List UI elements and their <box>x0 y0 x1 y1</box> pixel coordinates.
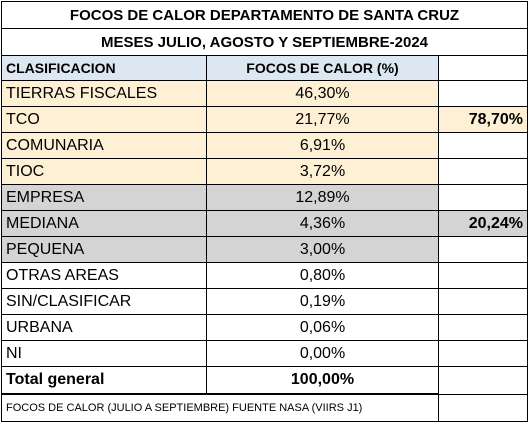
side-empty-cell <box>437 158 528 185</box>
row-label: MEDIANA <box>1 210 207 237</box>
row-label: TCO <box>1 106 207 133</box>
table-row: MEDIANA 4,36% 20,24% <box>1 210 528 237</box>
table-subtitle: MESES JULIO, AGOSTO Y SEPTIEMBRE-2024 <box>0 28 528 56</box>
side-empty-cell <box>437 184 528 211</box>
side-empty-cell <box>437 288 528 315</box>
table-row: OTRAS AREAS 0,80% <box>1 262 528 289</box>
row-label: EMPRESA <box>1 184 207 211</box>
row-label: PEQUENA <box>1 236 207 263</box>
row-label: COMUNARIA <box>1 132 207 159</box>
row-label: TIOC <box>1 158 207 185</box>
table-row: COMUNARIA 6,91% <box>1 132 528 159</box>
title-row-1: FOCOS DE CALOR DEPARTAMENTO DE SANTA CRU… <box>0 1 528 29</box>
side-empty-cell <box>437 340 528 367</box>
table-row: SIN/CLASIFICAR 0,19% <box>1 288 528 315</box>
footer-note: FOCOS DE CALOR (JULIO A SEPTIEMBRE) FUEN… <box>1 393 439 422</box>
subtotal-gray: 20,24% <box>437 210 528 237</box>
table-row: TCO 21,77% 78,70% <box>1 106 528 133</box>
row-value: 46,30% <box>206 80 439 107</box>
title-row-2: MESES JULIO, AGOSTO Y SEPTIEMBRE-2024 <box>0 28 528 56</box>
row-label: NI <box>1 340 207 367</box>
row-value: 3,00% <box>206 236 439 263</box>
table-row: TIERRAS FISCALES 46,30% <box>1 80 528 107</box>
header-empty-cell <box>437 55 528 81</box>
side-empty-cell <box>437 366 528 395</box>
table-title: FOCOS DE CALOR DEPARTAMENTO DE SANTA CRU… <box>0 1 528 29</box>
side-empty-cell <box>437 393 528 422</box>
row-value: 0,80% <box>206 262 439 289</box>
row-value: 0,00% <box>206 340 439 367</box>
focos-table: FOCOS DE CALOR DEPARTAMENTO DE SANTA CRU… <box>0 1 528 422</box>
table-row: TIOC 3,72% <box>1 158 528 185</box>
row-value: 12,89% <box>206 184 439 211</box>
total-label: Total general <box>1 366 207 395</box>
subtotal-yellow: 78,70% <box>437 106 528 133</box>
row-value: 21,77% <box>206 106 439 133</box>
side-empty-cell <box>437 262 528 289</box>
row-value: 0,19% <box>206 288 439 315</box>
total-value: 100,00% <box>206 366 439 395</box>
header-clasificacion: CLASIFICACION <box>1 55 207 81</box>
side-empty-cell <box>437 314 528 341</box>
total-row: Total general 100,00% <box>1 366 528 395</box>
row-value: 3,72% <box>206 158 439 185</box>
table-row: PEQUENA 3,00% <box>1 236 528 263</box>
row-label: OTRAS AREAS <box>1 262 207 289</box>
row-value: 4,36% <box>206 210 439 237</box>
row-value: 0,06% <box>206 314 439 341</box>
row-value: 6,91% <box>206 132 439 159</box>
side-empty-cell <box>437 80 528 107</box>
header-focos: FOCOS DE CALOR (%) <box>206 55 439 81</box>
table-row: EMPRESA 12,89% <box>1 184 528 211</box>
row-label: TIERRAS FISCALES <box>1 80 207 107</box>
side-empty-cell <box>437 236 528 263</box>
header-row: CLASIFICACION FOCOS DE CALOR (%) <box>1 55 528 81</box>
table-row: NI 0,00% <box>1 340 528 367</box>
table-row: URBANA 0,06% <box>1 314 528 341</box>
side-empty-cell <box>437 132 528 159</box>
footer-row: FOCOS DE CALOR (JULIO A SEPTIEMBRE) FUEN… <box>1 393 528 422</box>
row-label: SIN/CLASIFICAR <box>1 288 207 315</box>
row-label: URBANA <box>1 314 207 341</box>
